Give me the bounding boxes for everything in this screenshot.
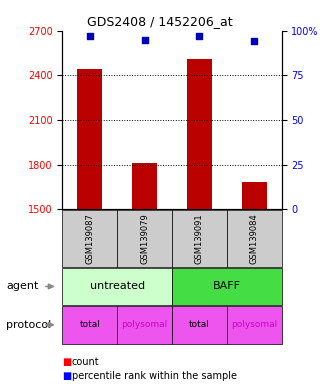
Point xyxy=(142,36,147,43)
Point xyxy=(252,38,257,45)
Text: GDS2408 / 1452206_at: GDS2408 / 1452206_at xyxy=(87,15,233,28)
Text: GSM139084: GSM139084 xyxy=(250,213,259,264)
Text: agent: agent xyxy=(6,281,39,291)
Text: protocol: protocol xyxy=(6,320,52,330)
Bar xyxy=(77,70,102,209)
Text: GSM139087: GSM139087 xyxy=(85,213,94,264)
Text: count: count xyxy=(72,357,100,367)
Text: GSM139091: GSM139091 xyxy=(195,213,204,264)
Text: ■: ■ xyxy=(62,357,72,367)
Text: polysomal: polysomal xyxy=(231,320,277,329)
Text: untreated: untreated xyxy=(90,281,145,291)
Text: total: total xyxy=(189,320,210,329)
Point xyxy=(87,33,92,39)
Text: BAFF: BAFF xyxy=(213,281,241,291)
Text: total: total xyxy=(79,320,100,329)
Text: polysomal: polysomal xyxy=(122,320,168,329)
Bar xyxy=(187,59,212,209)
Bar xyxy=(242,182,267,209)
Text: GSM139079: GSM139079 xyxy=(140,213,149,264)
Bar xyxy=(132,163,157,209)
Text: ■: ■ xyxy=(62,371,72,381)
Point xyxy=(197,33,202,39)
Text: percentile rank within the sample: percentile rank within the sample xyxy=(72,371,237,381)
